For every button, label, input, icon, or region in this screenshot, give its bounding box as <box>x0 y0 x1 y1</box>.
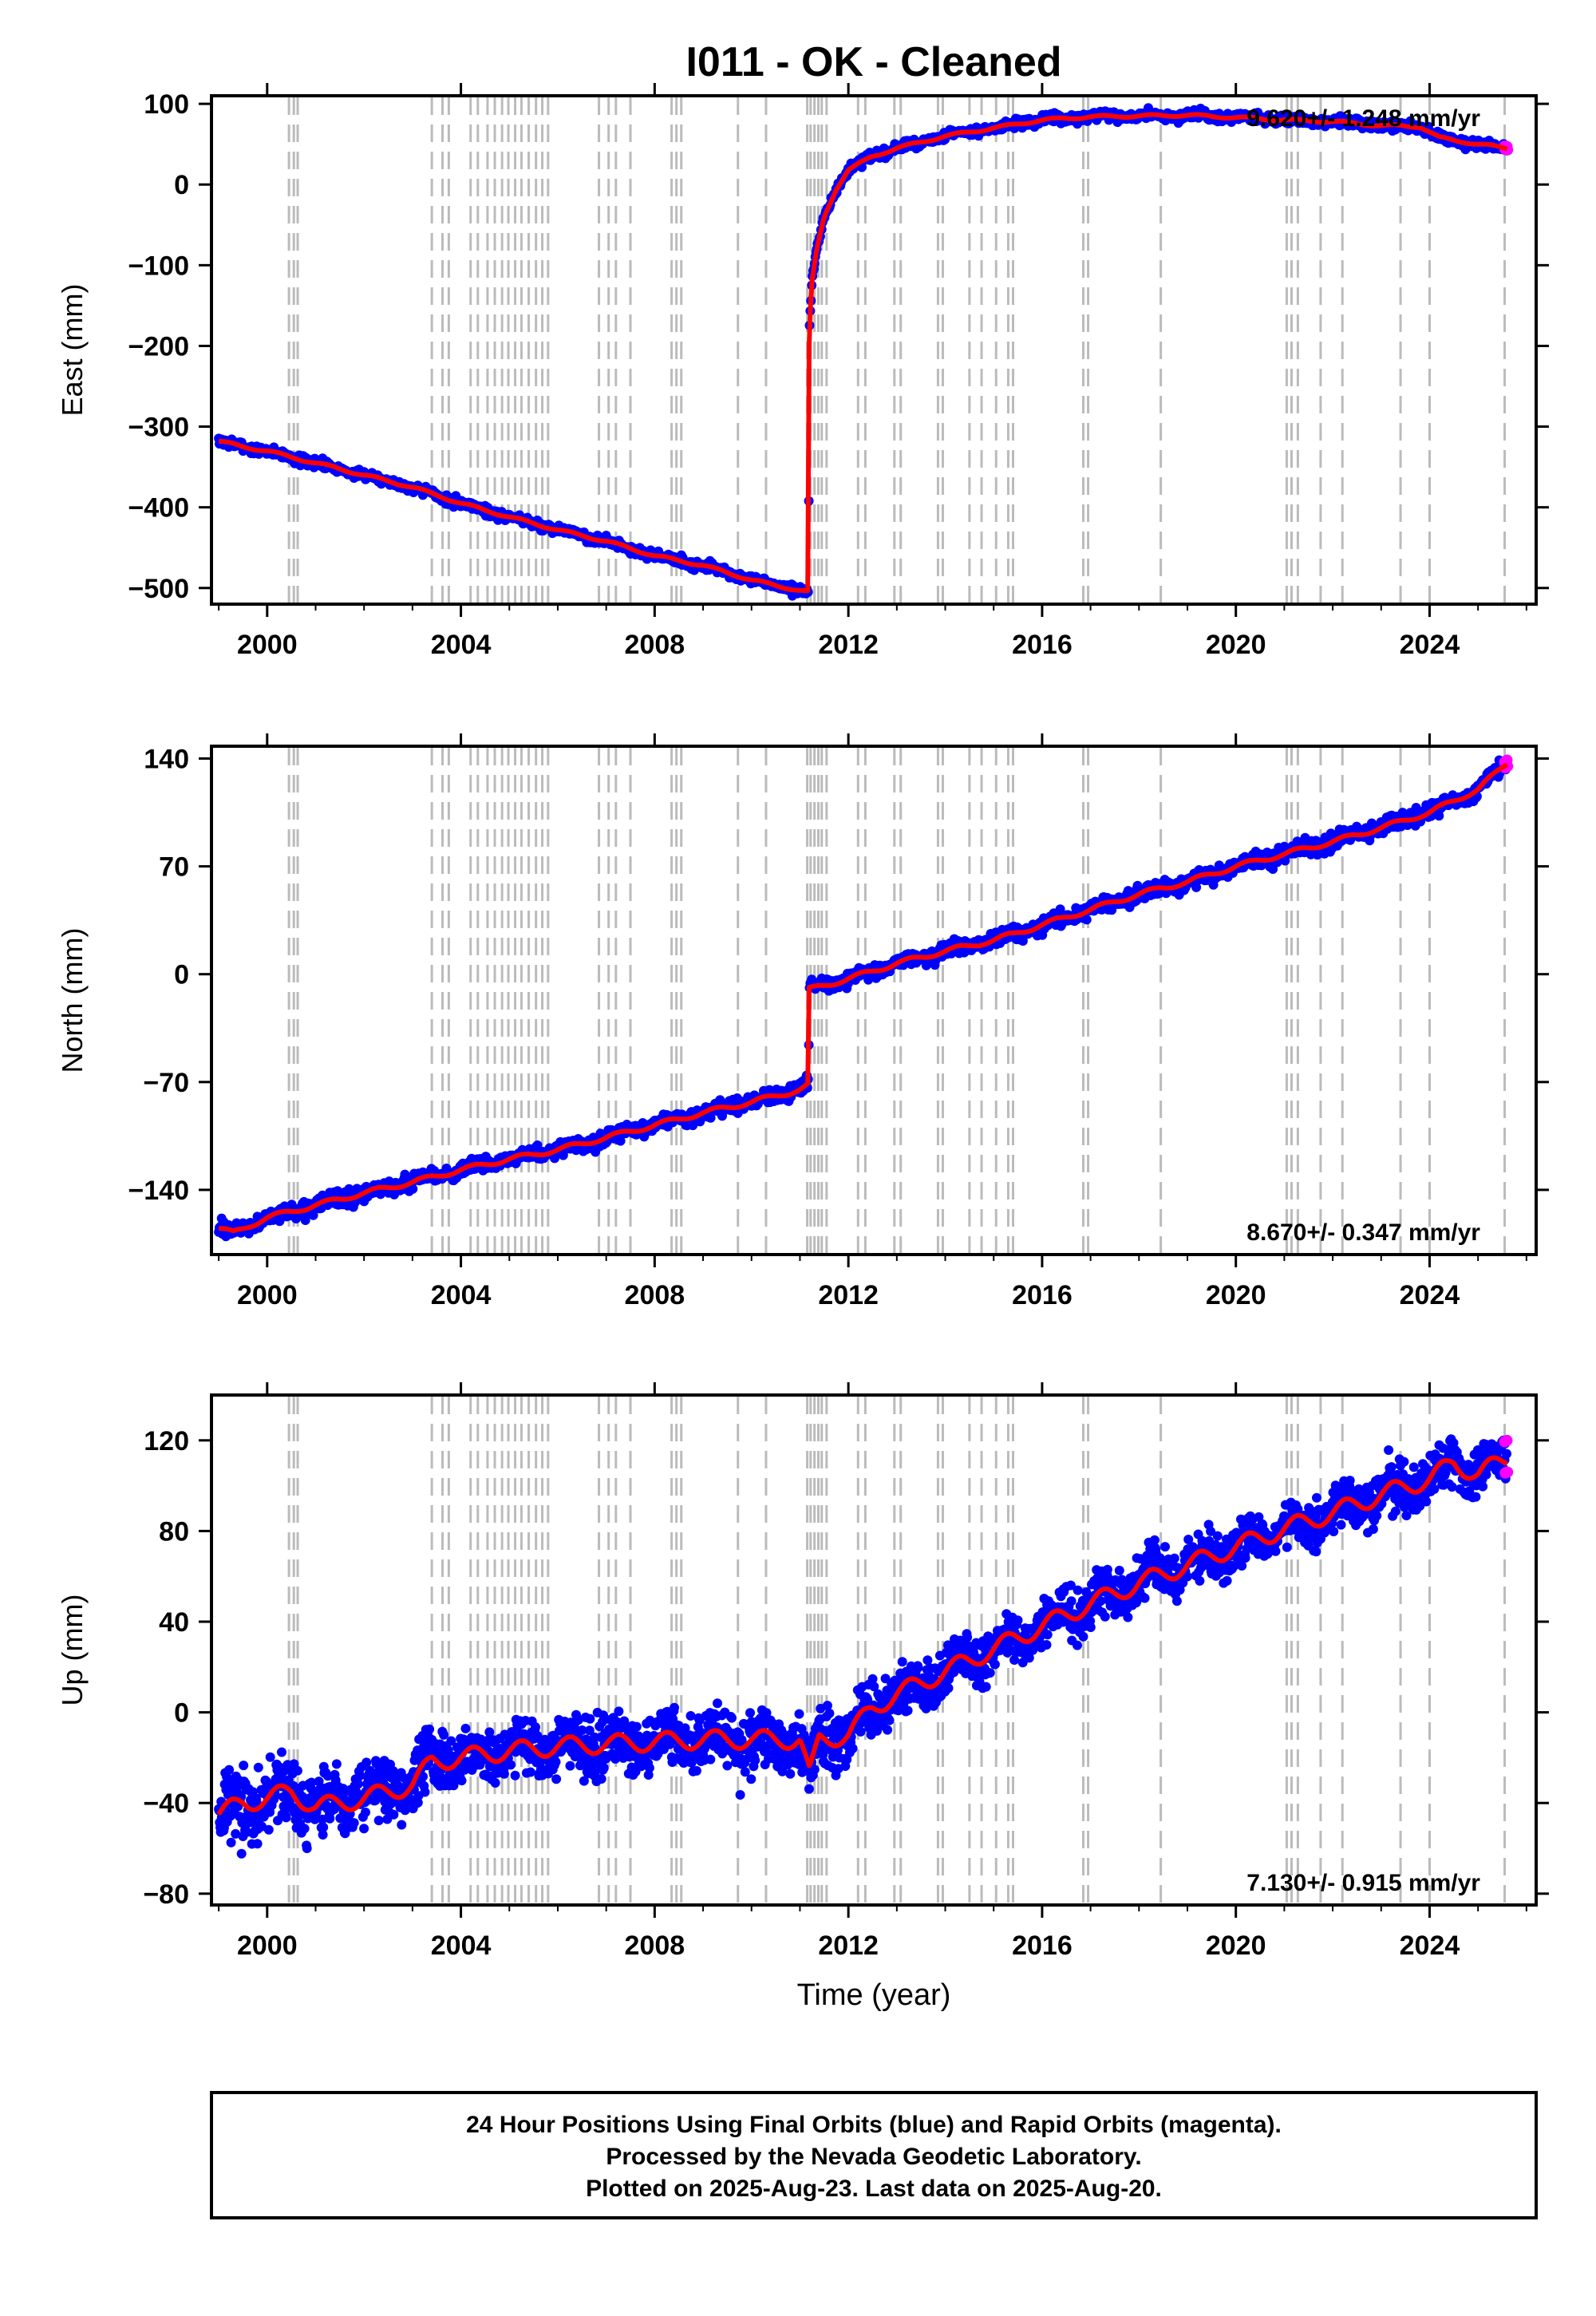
x-tick-label: 2008 <box>625 630 685 660</box>
data-point <box>318 1822 329 1832</box>
y-tick-label: 100 <box>144 89 189 120</box>
data-point <box>277 1747 286 1757</box>
data-point <box>353 1779 363 1789</box>
data-point <box>389 1809 399 1820</box>
data-point <box>420 1787 430 1797</box>
data-point <box>460 1723 471 1733</box>
data-point <box>361 1807 370 1817</box>
data-point <box>551 1757 561 1767</box>
chart-title: I011 - OK - Cleaned <box>685 39 1061 85</box>
rate-label: 9.620+/- 1.248 mm/yr <box>1246 105 1480 132</box>
data-point <box>735 1790 745 1800</box>
data-point <box>239 1761 249 1771</box>
data-point <box>691 1765 701 1776</box>
y-tick-label: −300 <box>128 413 189 443</box>
data-point <box>727 1713 737 1723</box>
data-point <box>425 1724 435 1734</box>
x-tick-label: 2024 <box>1400 630 1460 660</box>
data-point <box>598 1763 609 1773</box>
data-point <box>281 1812 291 1823</box>
data-point <box>373 1816 384 1826</box>
plot-frame <box>210 94 1538 606</box>
x-tick-label: 2020 <box>1206 630 1266 660</box>
data-point <box>670 1702 679 1713</box>
data-point <box>359 1824 369 1834</box>
data-point <box>331 1759 342 1769</box>
data-point <box>596 1774 606 1784</box>
up-panel: 2000 2004 2008 2012 2016 2020 202412080400−40−… <box>56 1382 1549 1961</box>
x-tick-label: 2004 <box>431 630 492 660</box>
data-point <box>263 1824 274 1835</box>
x-tick-label: 2012 <box>818 1280 879 1310</box>
y-tick-label: −400 <box>128 493 189 524</box>
y-tick-label: 0 <box>174 960 189 990</box>
data-point <box>439 1729 449 1740</box>
x-tick-label: 2004 <box>431 1280 492 1310</box>
rate-label: 8.670+/- 0.347 mm/yr <box>1246 1219 1480 1246</box>
x-tick-label: 2016 <box>1012 1280 1073 1310</box>
data-point <box>631 1721 642 1732</box>
data-point <box>226 1837 236 1848</box>
data-point <box>499 1769 509 1779</box>
data-point <box>585 1713 595 1724</box>
data-point <box>361 1757 372 1768</box>
data-point <box>299 1824 310 1834</box>
data-point <box>713 1698 722 1709</box>
x-tick-label: 2020 <box>1206 1280 1266 1310</box>
data-point <box>265 1752 275 1762</box>
plot-frame <box>210 1393 1538 1907</box>
x-tick-label: 2016 <box>1012 630 1073 660</box>
data-point <box>490 1778 500 1788</box>
data-point <box>644 1763 654 1773</box>
data-point <box>531 1722 540 1733</box>
y-tick-label: −500 <box>128 574 189 604</box>
data-point <box>510 1770 520 1780</box>
y-tick-label: −200 <box>128 331 189 362</box>
y-tick-label: −140 <box>128 1176 189 1206</box>
data-point <box>292 1765 302 1776</box>
data-point <box>302 1844 312 1853</box>
x-tick-label: 2012 <box>818 630 879 660</box>
data-point <box>253 1762 263 1773</box>
data-point <box>525 1767 535 1777</box>
data-point <box>397 1820 407 1830</box>
x-tick-label: 2000 <box>237 1280 298 1310</box>
data-point <box>705 1754 716 1765</box>
data-point <box>565 1761 575 1771</box>
x-tick-label: 2024 <box>1400 1280 1460 1310</box>
y-tick-label: −100 <box>128 251 189 281</box>
east-panel: 2000 2004 2008 2012 2016 2020 2024 100 0 −100 −200… <box>56 83 1549 660</box>
data-point <box>236 1848 247 1859</box>
x-tick-label: 2008 <box>625 1280 685 1310</box>
data-point <box>400 1805 410 1816</box>
y-tick-label: 0 <box>174 170 189 200</box>
data-point <box>722 1761 733 1771</box>
data-point <box>1081 915 1092 925</box>
north-panel: 2000 2004 2008 2012 2016 2020 2024 140 70 0 −70 −14… <box>56 733 1549 1310</box>
data-point <box>614 1706 624 1717</box>
y-tick-label: 70 <box>159 852 189 883</box>
data-point <box>325 1813 335 1824</box>
data-point <box>349 1818 359 1828</box>
data-point <box>551 1774 562 1784</box>
data-point <box>252 1839 263 1849</box>
data-point <box>456 1776 467 1786</box>
data-point <box>506 1760 516 1770</box>
y-tick-label: −70 <box>143 1068 189 1098</box>
y-axis-label: North (mm) <box>56 928 89 1073</box>
y-axis-label: East (mm) <box>56 284 89 417</box>
data-point <box>224 1765 235 1775</box>
y-tick-label: 140 <box>144 744 189 774</box>
x-tick-label: 2000 <box>237 630 298 660</box>
